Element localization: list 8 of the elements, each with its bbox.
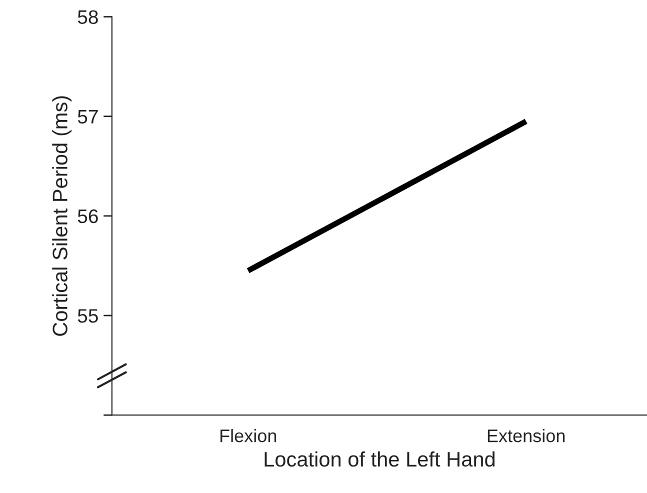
y-tick-label: 56 [78,209,98,224]
y-axis-title: Cortical Silent Period (ms) [52,96,72,336]
y-tick-label: 58 [78,10,98,24]
y-tick-label: 57 [78,110,98,124]
x-tick-label: Flexion [220,428,276,442]
x-tick-label: Extension [488,428,565,442]
y-tick-label: 55 [78,309,98,323]
x-axis-title: Location of the Left Hand [264,451,495,467]
